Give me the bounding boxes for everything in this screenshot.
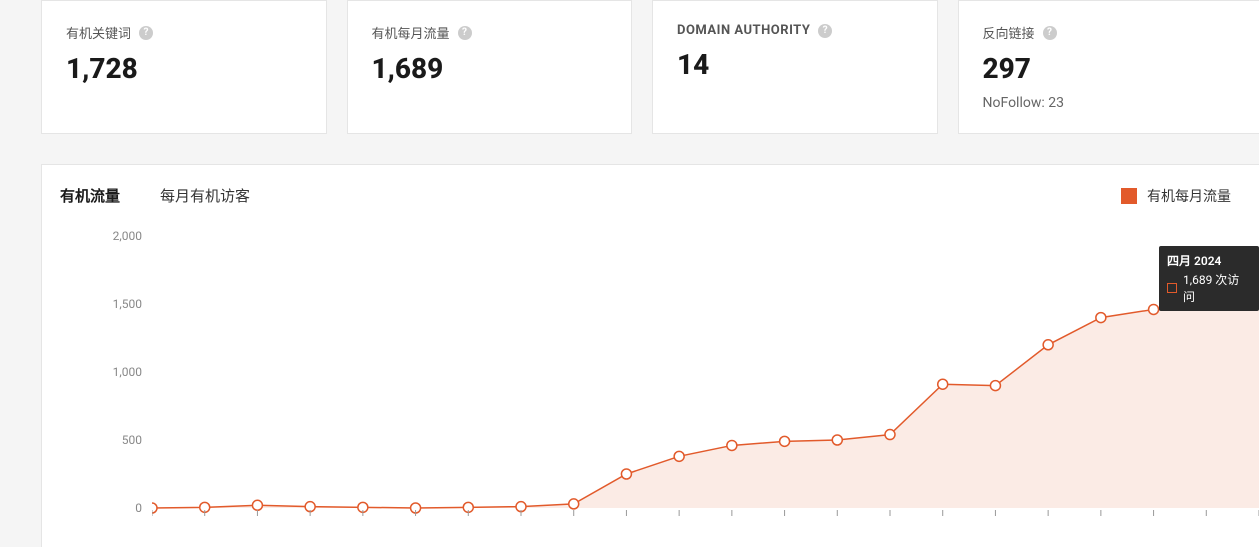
metric-value-authority: 14 bbox=[677, 48, 913, 81]
help-icon[interactable]: ? bbox=[458, 26, 472, 40]
metric-card-authority: DOMAIN AUTHORITY ? 14 bbox=[652, 0, 938, 134]
data-point[interactable] bbox=[674, 451, 684, 461]
tooltip-value: 1,689 次访问 bbox=[1183, 271, 1251, 305]
tooltip-title: 四月 2024 bbox=[1167, 252, 1251, 269]
metric-value-backlinks: 297 bbox=[983, 52, 1219, 85]
metric-card-backlinks: 反向链接 ? 297 NoFollow: 23 bbox=[958, 0, 1259, 134]
metric-label-authority: DOMAIN AUTHORITY bbox=[677, 23, 810, 38]
data-point[interactable] bbox=[252, 500, 262, 510]
data-point[interactable] bbox=[832, 435, 842, 445]
data-point[interactable] bbox=[621, 469, 631, 479]
tab-monthly-visitors[interactable]: 每月有机访客 bbox=[160, 185, 250, 206]
y-axis-label: 1,000 bbox=[82, 365, 142, 379]
help-icon[interactable]: ? bbox=[1043, 26, 1057, 40]
data-point[interactable] bbox=[780, 436, 790, 446]
y-axis-label: 500 bbox=[82, 433, 142, 447]
metric-value-traffic: 1,689 bbox=[372, 52, 608, 85]
chart-svg bbox=[152, 236, 1259, 528]
metric-card-keywords: 有机关键词 ? 1,728 bbox=[41, 0, 327, 134]
data-point[interactable] bbox=[990, 381, 1000, 391]
metric-card-traffic: 有机每月流量 ? 1,689 bbox=[347, 0, 633, 134]
data-point[interactable] bbox=[727, 440, 737, 450]
help-icon[interactable]: ? bbox=[139, 26, 153, 40]
help-icon[interactable]: ? bbox=[818, 24, 832, 38]
chart-legend: 有机每月流量 bbox=[1121, 186, 1231, 206]
chart-card: 有机流量 每月有机访客 有机每月流量 0 500 1,000 1,500 2,000 四月… bbox=[41, 164, 1259, 547]
data-point[interactable] bbox=[569, 499, 579, 509]
data-point[interactable] bbox=[938, 379, 948, 389]
data-point[interactable] bbox=[1043, 340, 1053, 350]
metric-value-keywords: 1,728 bbox=[66, 52, 302, 85]
y-axis-label: 1,500 bbox=[82, 297, 142, 311]
metric-label-keywords: 有机关键词 bbox=[66, 23, 131, 42]
data-point[interactable] bbox=[1149, 304, 1159, 314]
tab-organic-traffic[interactable]: 有机流量 bbox=[60, 185, 120, 206]
metric-sub-backlinks: NoFollow: 23 bbox=[983, 95, 1219, 111]
metric-label-backlinks: 反向链接 bbox=[983, 23, 1035, 42]
y-axis-label: 2,000 bbox=[82, 229, 142, 243]
legend-swatch-icon bbox=[1121, 188, 1137, 204]
y-axis-label: 0 bbox=[82, 501, 142, 515]
data-point[interactable] bbox=[152, 503, 157, 513]
chart-tooltip: 四月 2024 1,689 次访问 bbox=[1159, 246, 1259, 311]
chart-area[interactable]: 05001,0001,5002,000四月 20241,689 次访问 bbox=[82, 236, 1259, 536]
legend-label: 有机每月流量 bbox=[1147, 186, 1231, 206]
metric-label-traffic: 有机每月流量 bbox=[372, 23, 450, 42]
tooltip-swatch-icon bbox=[1167, 283, 1177, 293]
data-point[interactable] bbox=[1096, 313, 1106, 323]
data-point[interactable] bbox=[885, 430, 895, 440]
